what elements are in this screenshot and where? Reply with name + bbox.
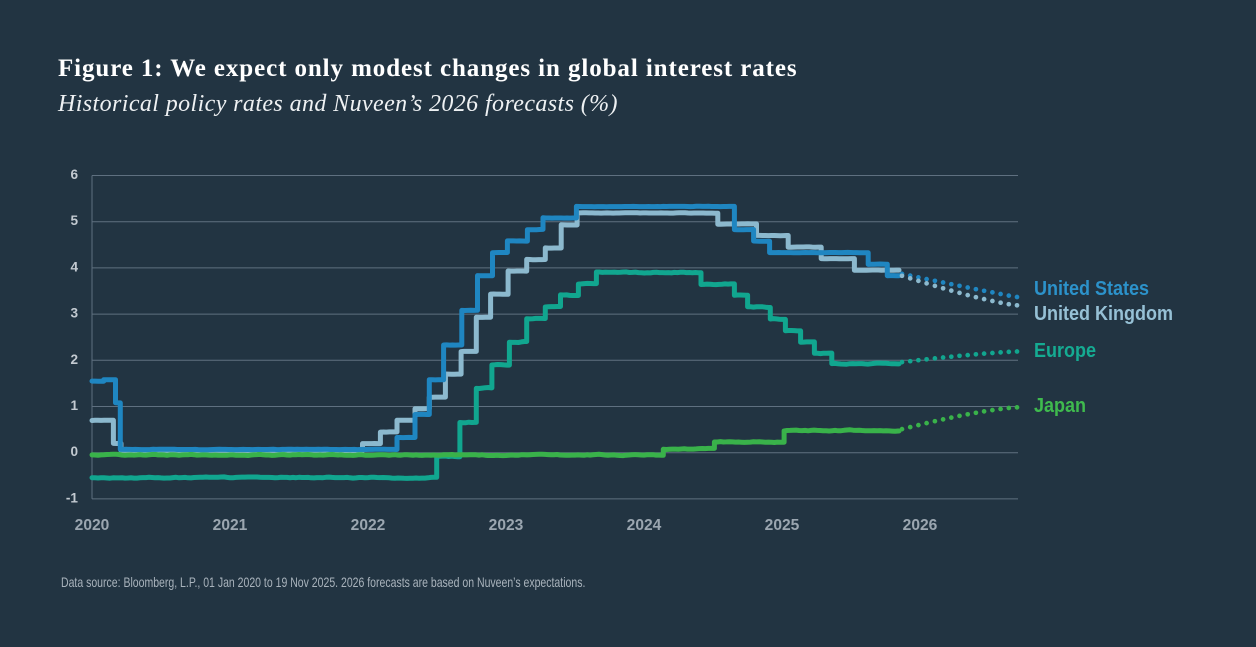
svg-text:2026: 2026 (903, 517, 938, 534)
svg-text:2022: 2022 (351, 517, 386, 534)
svg-text:0: 0 (70, 444, 78, 459)
svg-text:2023: 2023 (489, 517, 524, 534)
svg-text:3: 3 (70, 306, 78, 321)
svg-text:-1: -1 (66, 490, 79, 505)
svg-text:1: 1 (70, 398, 78, 413)
svg-text:2021: 2021 (213, 517, 248, 534)
svg-text:2: 2 (70, 352, 78, 367)
svg-text:2025: 2025 (765, 517, 800, 534)
svg-text:5: 5 (70, 213, 78, 228)
svg-text:2024: 2024 (627, 517, 662, 534)
svg-text:6: 6 (70, 167, 78, 182)
svg-text:2020: 2020 (75, 517, 110, 534)
svg-text:4: 4 (70, 259, 78, 274)
